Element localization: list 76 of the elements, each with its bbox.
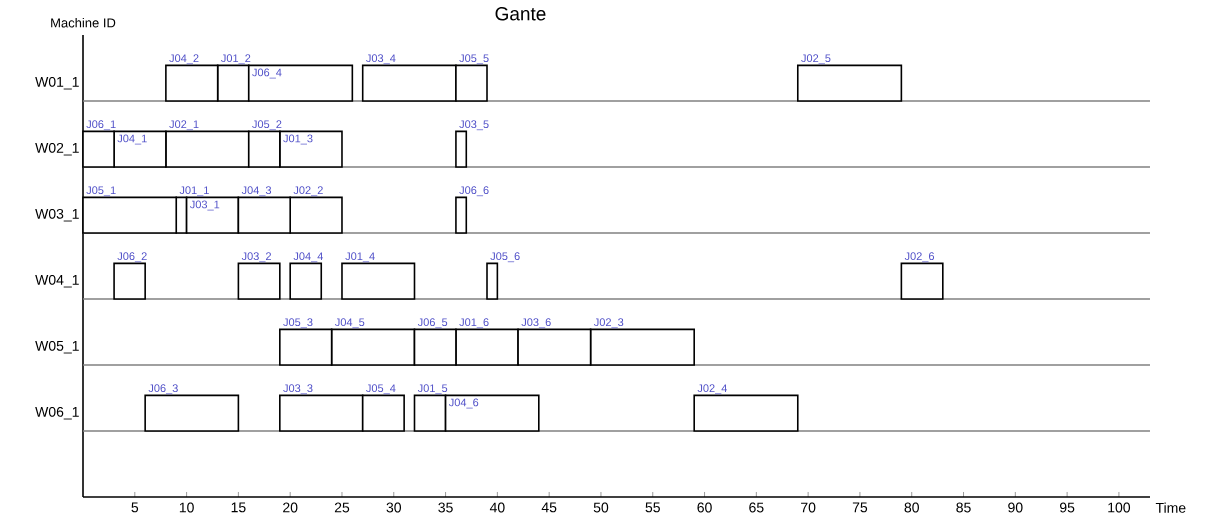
bar xyxy=(237,262,281,300)
data-label: J01_4 xyxy=(345,252,375,263)
data-label: J06_6 xyxy=(459,186,489,197)
data-label: J02_6 xyxy=(904,252,935,263)
x-tick-label: 50 xyxy=(593,502,609,513)
data-label: J06_5 xyxy=(417,318,448,329)
data-label: J03_4 xyxy=(366,54,396,65)
data-label: J01_3 xyxy=(283,134,313,145)
data-label: J02_4 xyxy=(697,384,728,395)
x-tick-label: 80 xyxy=(904,502,919,513)
data-label: J04_5 xyxy=(334,318,365,329)
y-tick-label: W03_1 xyxy=(35,208,79,222)
data-label: J04_2 xyxy=(169,54,199,65)
data-label: J05_2 xyxy=(252,120,282,131)
bar xyxy=(486,262,499,300)
chart-title: Gante xyxy=(495,7,546,21)
x-tick-label: 70 xyxy=(801,502,816,513)
x-tick-label: 15 xyxy=(231,502,246,513)
bar xyxy=(455,130,468,168)
x-tick-label: 40 xyxy=(489,502,505,513)
x-axis-title: Time xyxy=(1155,502,1186,513)
bar xyxy=(796,64,903,102)
data-label: J06_1 xyxy=(86,120,116,131)
x-tick-label: 20 xyxy=(283,502,298,513)
bar xyxy=(455,196,468,234)
data-label: J06_2 xyxy=(117,252,147,263)
x-tick-label: 60 xyxy=(697,502,712,513)
x-tick-label: 90 xyxy=(1008,502,1023,513)
data-label: J05_3 xyxy=(283,318,313,329)
bar xyxy=(900,262,944,300)
data-label: J05_5 xyxy=(459,54,489,65)
data-label: J02_5 xyxy=(801,54,831,65)
x-tick-label: 5 xyxy=(131,502,139,513)
bar xyxy=(341,262,416,300)
data-label: J03_3 xyxy=(283,384,313,395)
data-label: J06_4 xyxy=(252,68,282,79)
x-tick-label: 30 xyxy=(386,502,402,513)
y-tick-label: W04_1 xyxy=(35,274,79,288)
y-tick-label: W05_1 xyxy=(35,340,79,354)
y-tick-label: W01_1 xyxy=(35,76,79,90)
data-label: J04_1 xyxy=(117,134,147,145)
data-label: J05_1 xyxy=(86,186,116,197)
x-tick-label: 85 xyxy=(956,502,971,513)
data-label: J06_3 xyxy=(148,384,178,395)
data-label: J03_1 xyxy=(189,200,220,211)
data-label: J04_4 xyxy=(293,252,324,263)
bar xyxy=(144,394,240,432)
bar xyxy=(113,262,146,300)
x-tick-label: 95 xyxy=(1059,502,1075,513)
y-tick-label: W02_1 xyxy=(35,142,79,156)
data-label: J03_6 xyxy=(521,318,551,329)
x-tick-label: 45 xyxy=(541,502,557,513)
data-label: J04_6 xyxy=(448,398,479,409)
y-axis-title: Machine ID xyxy=(51,17,116,28)
data-label: J05_6 xyxy=(490,252,520,263)
data-label: J02_2 xyxy=(293,186,323,197)
bar xyxy=(693,394,799,432)
data-label: J02_3 xyxy=(593,318,624,329)
x-tick-label: 10 xyxy=(179,502,194,513)
x-tick-label: 55 xyxy=(645,502,660,513)
data-label: J04_3 xyxy=(241,186,272,197)
data-label: J02_1 xyxy=(169,120,199,131)
data-label: J03_2 xyxy=(241,252,271,263)
x-tick-label: 75 xyxy=(852,502,868,513)
x-tick-label: 65 xyxy=(749,502,764,513)
data-label: J05_4 xyxy=(366,384,396,395)
data-label: J01_2 xyxy=(221,54,251,65)
bar xyxy=(289,262,323,300)
data-label: J01_1 xyxy=(179,186,209,197)
data-label: J01_5 xyxy=(417,384,448,395)
data-label: J03_5 xyxy=(459,120,489,131)
x-tick-label: 35 xyxy=(438,502,453,513)
x-tick-label: 100 xyxy=(1108,502,1131,513)
y-tick-label: W06_1 xyxy=(35,406,79,420)
x-tick-label: 25 xyxy=(334,502,350,513)
data-label: J01_6 xyxy=(459,318,489,329)
